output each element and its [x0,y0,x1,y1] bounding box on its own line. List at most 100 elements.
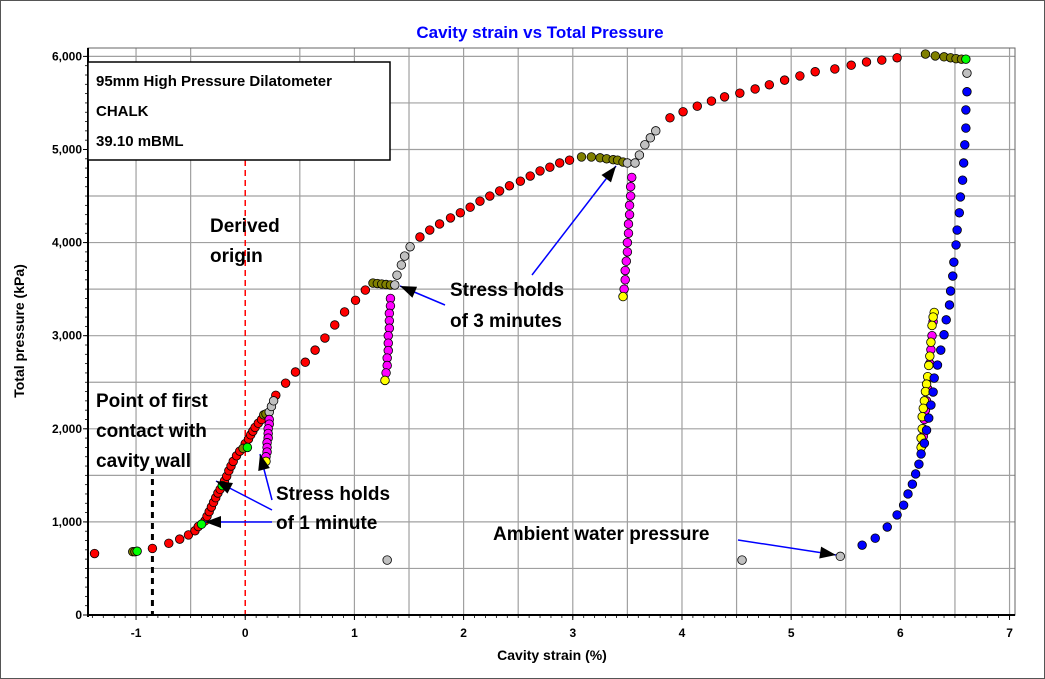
y-tick-label: 5,000 [52,142,82,156]
data-point [882,522,892,532]
data-point [960,140,970,150]
data-point [300,357,310,367]
data-point [147,543,158,554]
data-point [924,360,934,371]
data-point [545,162,555,172]
data-point [445,213,456,223]
data-point [919,438,930,448]
data-point [835,551,846,562]
data-point [861,57,872,67]
data-point [645,133,656,143]
data-point [434,219,445,229]
data-point [623,219,634,229]
data-point [779,75,790,85]
data-point [962,87,972,97]
x-tick-label: -1 [131,626,142,640]
data-point [692,101,702,111]
data-point [907,479,918,489]
x-tick-label: 2 [460,626,467,640]
data-point [921,425,932,435]
data-point [535,166,545,176]
data-point [396,260,407,270]
data-point [962,68,972,78]
data-point [735,88,745,98]
annotation-first-contact: contact with [96,421,207,442]
x-tick-label: 6 [897,626,904,640]
data-point [564,155,575,165]
data-point [625,191,636,201]
data-point [494,186,505,196]
data-point [926,337,936,347]
arrow-line [531,165,617,276]
data-point [89,548,100,559]
data-point [892,53,902,63]
arrow-head-icon [216,481,233,494]
data-point [640,140,650,150]
data-point [392,270,402,280]
data-point [290,367,301,377]
data-point [961,105,971,115]
data-point [586,152,597,162]
data-point [795,71,805,81]
y-tick-label: 0 [75,608,82,622]
data-point [554,158,565,168]
data-point [830,64,840,74]
y-tick-label: 1,000 [52,515,82,529]
data-point [196,519,207,529]
data-point [929,373,939,383]
x-tick-label: 0 [242,626,249,640]
data-point [465,202,475,212]
y-axis-label: Total pressure (kPa) [11,264,27,398]
data-point [737,555,747,565]
data-point [624,209,635,220]
data-point [360,285,371,295]
data-point [618,291,628,302]
x-tick-label: 7 [1006,626,1013,640]
data-point [927,320,937,331]
annotation-ambient-water: Ambient water pressure [493,524,709,545]
data-point [485,191,495,201]
data-point [924,413,934,423]
data-point [242,442,253,453]
chart-title: Cavity strain vs Total Pressure [416,23,663,42]
data-point [916,449,926,459]
annotation-holds-1min: Stress holds [276,484,390,505]
annotation-holds-3min: of 3 minutes [450,311,562,332]
data-point [350,295,361,306]
data-point [892,510,902,520]
data-point [877,55,887,65]
data-point [706,96,717,106]
data-point [910,469,921,479]
annotation-holds-3min: Stress holds [450,280,564,301]
y-tick-label: 2,000 [52,422,82,436]
data-points [89,49,972,565]
data-point [425,225,435,235]
info-box-line: CHALK [96,103,149,120]
data-point [926,400,936,410]
info-box-line: 39.10 mBML [96,133,184,150]
arrow-line [737,539,837,556]
arrow-head-icon [258,454,270,471]
x-tick-label: 3 [569,626,576,640]
arrow-head-icon [601,166,616,183]
data-point [622,237,633,248]
data-point [957,175,968,185]
data-point [390,280,400,290]
data-point [455,208,466,218]
annotation-holds-1min: of 1 minute [276,513,377,534]
x-axis-label: Cavity strain (%) [497,647,607,663]
data-point [310,345,320,355]
y-tick-label: 4,000 [52,236,82,250]
data-point [678,107,688,117]
data-point [320,333,330,343]
data-point [515,176,526,186]
data-point [948,271,958,281]
arrow-head-icon [819,546,836,559]
data-point [764,80,775,90]
data-point [951,240,961,250]
annotation-derived-origin: Derived [210,216,280,237]
annotation-first-contact: Point of first [96,391,209,412]
info-box-line: 95mm High Pressure Dilatometer [96,73,332,90]
data-point [945,286,956,296]
data-point [949,257,959,267]
